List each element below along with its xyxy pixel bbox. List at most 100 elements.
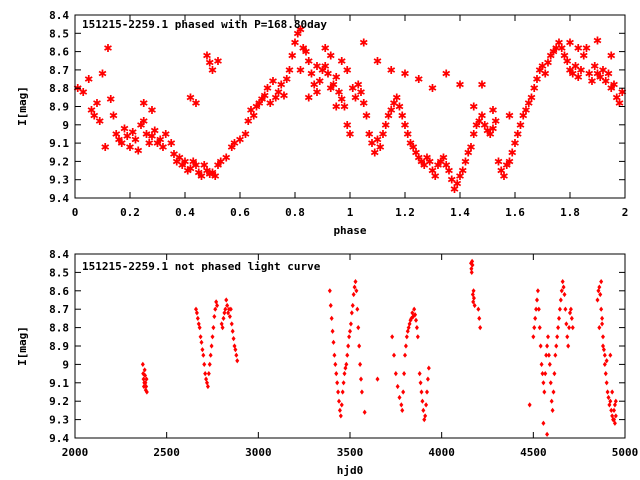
data-point [223,306,228,312]
data-point [470,262,475,268]
data-point: ✱ [343,64,352,77]
data-point: ✱ [285,64,294,77]
data-point [569,315,574,321]
data-point: ✱ [502,159,511,172]
data-point [355,306,360,312]
data-point [599,279,604,285]
data-point [538,343,543,349]
data-point: ✱ [156,133,165,146]
y-tick-label: 8.9 [49,340,69,353]
data-point [563,306,568,312]
data-point: ✱ [153,137,162,150]
chart-title: 151215-2259.1 not phased light curve [82,260,321,273]
data-point: ✱ [112,128,121,141]
x-tick-label: 2000 [62,446,89,459]
data-point: ✱ [381,119,390,132]
data-point: ✱ [340,101,349,114]
data-point: ✱ [202,165,211,178]
data-point: ✱ [351,91,360,104]
data-point: ✱ [422,152,431,165]
data-point: ✱ [354,79,363,92]
y-tick-label: 8.4 [49,248,69,261]
data-point: ✱ [255,97,264,110]
data-point [531,334,536,340]
data-point [613,413,618,419]
data-point: ✱ [519,110,528,123]
data-point: ✱ [101,141,110,154]
data-point [546,352,551,358]
data-point: ✱ [428,82,437,95]
data-point: ✱ [312,60,321,73]
data-point [339,402,344,408]
data-point: ✱ [612,91,621,104]
data-point [533,315,538,321]
data-point [613,398,618,404]
data-point: ✱ [310,79,319,92]
data-point [358,361,363,367]
data-point: ✱ [356,86,365,99]
x-tick-label: 3500 [337,446,364,459]
data-point [209,343,214,349]
data-point: ✱ [486,128,495,141]
data-point [612,407,616,413]
data-point [539,361,544,367]
data-point: ✱ [90,110,99,123]
unphased-points [140,258,618,437]
data-point [213,306,218,312]
data-point: ✱ [513,128,522,141]
data-point [476,306,481,312]
data-point: ✱ [447,174,456,187]
data-point: ✱ [348,82,357,95]
data-point [551,389,556,395]
data-point [395,383,400,390]
data-point: ✱ [477,79,486,92]
data-point [144,376,149,382]
data-point: ✱ [318,64,327,77]
y-tick-label: 8.9 [49,101,69,114]
data-point [604,358,609,364]
data-point: ✱ [398,110,407,123]
data-point: ✱ [585,68,594,81]
data-point: ✱ [277,79,286,92]
data-point: ✱ [574,42,583,55]
data-point: ✱ [414,73,423,86]
data-point: ✱ [150,124,159,137]
x-tick-label: 0.4 [175,206,195,219]
data-point: ✱ [257,93,266,106]
data-point: ✱ [568,68,577,81]
x-tick-label: 0.6 [230,206,250,219]
data-point [195,315,200,321]
data-point: ✱ [444,165,453,178]
y-axis-label: I[mag] [16,326,29,366]
data-point [419,389,424,395]
axis-ticks: 2000 2500 3000 3500 4000 4500 5000 8.4 8.5 8.6 8.7… [49,248,638,459]
data-point: ✱ [282,73,291,86]
y-tick-label: 9.2 [49,155,69,168]
data-point [354,288,359,294]
data-point: ✱ [139,115,148,128]
data-point: ✱ [376,141,385,154]
data-point [341,380,346,386]
data-point [601,334,605,340]
data-point: ✱ [425,155,434,168]
data-point [337,398,341,404]
data-point: ✱ [296,64,305,77]
data-point [423,413,428,419]
data-point: ✱ [530,82,539,95]
data-point: ✱ [439,152,448,165]
data-point: ✱ [579,49,588,62]
data-point [331,339,336,345]
data-point [231,336,236,342]
data-point [352,284,357,290]
data-point [600,321,605,327]
data-point: ✱ [235,133,244,146]
data-point: ✱ [406,137,415,150]
data-point [205,380,209,386]
data-point [597,284,602,290]
data-point: ✱ [565,36,574,49]
data-point [329,315,334,321]
data-point [362,409,367,415]
data-point [330,328,335,334]
data-point: ✱ [505,110,514,123]
